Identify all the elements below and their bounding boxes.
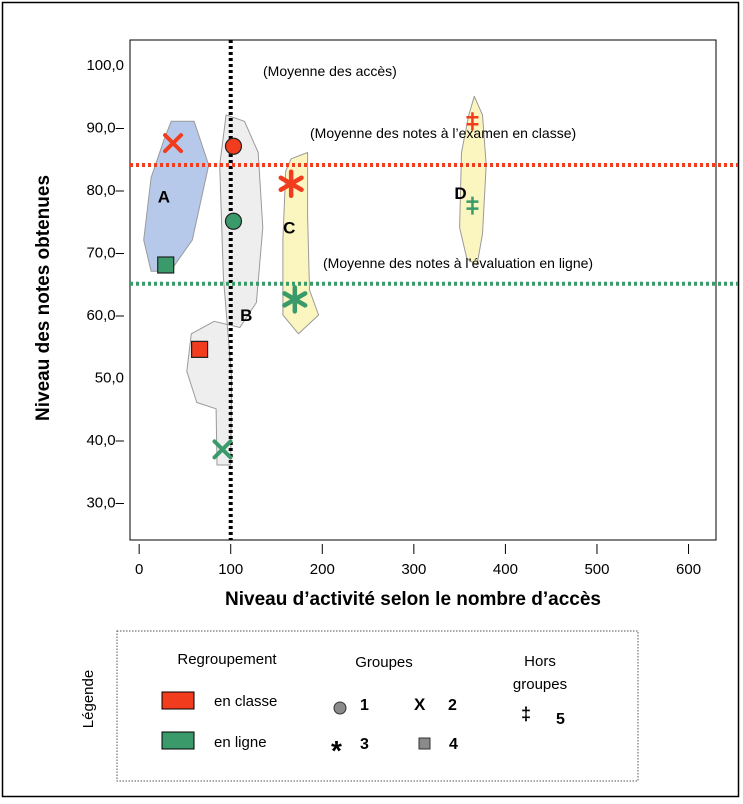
x-tick-label-0: 0 [135, 561, 143, 578]
legend-box [116, 630, 639, 782]
cluster-b-label: B [240, 306, 252, 325]
point-1-x [163, 133, 184, 154]
y-axis-title: Niveau des notes obtenues [33, 175, 54, 421]
regroupement-heading: Regroupement [177, 651, 277, 668]
legend-circle-icon [333, 701, 347, 715]
hors-groupes-heading-line2: groupes [513, 676, 567, 693]
x-tick-label-300: 300 [401, 561, 426, 578]
y-tick-label-50: 50,0 [95, 370, 124, 387]
legend-dagger-icon: ‡ [521, 704, 531, 724]
point-3-circle [224, 137, 243, 155]
hors-groupes-heading-line1: Hors [524, 653, 556, 670]
x-tick-label-200: 200 [310, 561, 335, 578]
legend-square-icon [418, 737, 431, 750]
legend-hors-groupes-number: 5 [556, 711, 565, 728]
x-tick-label-100: 100 [218, 561, 243, 578]
point-6-x [212, 439, 233, 460]
swatch-en-ligne [161, 731, 195, 750]
x-axis-title: Niveau d’activité selon le nombre d’accè… [225, 589, 601, 610]
groupes-heading: Groupes [355, 654, 413, 671]
y-tick-label-70: 70,0– [86, 245, 124, 262]
cluster-b-region [186, 114, 264, 466]
point-8-asterisk-arm-2 [282, 291, 308, 308]
y-tick-label-80: 80,0– [86, 182, 124, 199]
x-tick-label-600: 600 [676, 561, 701, 578]
legend-group-4-number: 4 [449, 736, 458, 753]
point-5-square [190, 340, 209, 358]
legend-title: Légende [80, 670, 97, 728]
point-8-asterisk [282, 285, 308, 314]
point-10-dagger [466, 196, 479, 215]
legend-asterisk-icon: * [331, 735, 342, 766]
point-6-x-stroke-b [212, 439, 233, 460]
legend-group-3-number: 3 [360, 736, 369, 753]
y-tick-label-100: 100,0 [86, 57, 124, 74]
mean-class-exam-label: (Moyenne des notes à l’examen en classe) [310, 125, 576, 141]
swatch-en-classe [161, 691, 195, 710]
point-1-x-stroke-b [163, 133, 184, 154]
point-7-asterisk-arm-2 [278, 175, 304, 192]
y-tick-label-30: 30,0– [86, 495, 124, 512]
cluster-d-region [459, 95, 487, 266]
y-tick-label-90: 90,0– [86, 120, 124, 137]
tick-layer: 0 100 200 300 400 500 600 30,0– 40,0– 50,0 60,0– 70… [86, 57, 701, 578]
point-4-circle [224, 212, 243, 230]
legend-label-en-ligne: en ligne [214, 734, 267, 751]
y-tick-label-40: 40,0– [86, 432, 124, 449]
point-7-asterisk [278, 169, 304, 198]
point-layer [157, 112, 479, 460]
cluster-d-label: D [454, 184, 466, 203]
mean-online-eval-label: (Moyenne des notes à l’évaluation en lig… [323, 255, 593, 271]
point-9-dagger [466, 112, 479, 131]
x-tick-label-500: 500 [584, 561, 609, 578]
mean-access-label: (Moyenne des accès) [263, 63, 397, 79]
x-tick-label-400: 400 [493, 561, 518, 578]
y-tick-label-60: 60,0– [86, 307, 124, 324]
legend-x-icon: X [414, 695, 426, 714]
legend-group-1-number: 1 [360, 697, 369, 714]
legend-group-2-number: 2 [448, 697, 457, 714]
cluster-layer: A B C D [143, 95, 487, 466]
legend-label-en-classe: en classe [214, 693, 277, 710]
point-2-square [157, 256, 175, 274]
cluster-a-label: A [158, 187, 170, 206]
cluster-c-label: C [283, 219, 295, 238]
